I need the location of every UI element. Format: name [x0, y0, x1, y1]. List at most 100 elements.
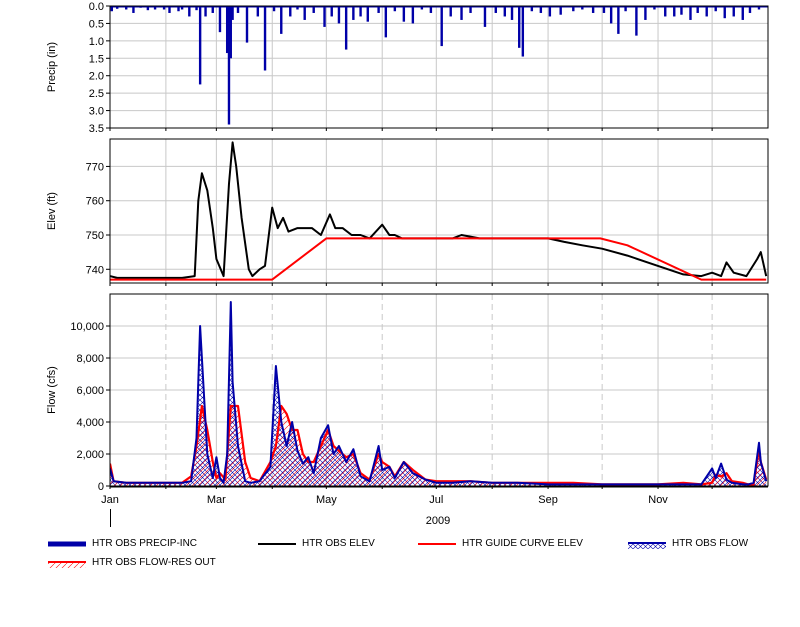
precip-bar — [296, 6, 299, 10]
precip-bar — [280, 6, 283, 34]
precip-bar — [180, 6, 184, 10]
y-tick-label: 1.5 — [89, 53, 104, 65]
precip-bar — [125, 6, 128, 10]
x-tick-label: Mar — [207, 494, 226, 506]
precip-bar — [337, 6, 341, 24]
precip-bar — [393, 6, 397, 12]
precip-bar — [748, 6, 752, 13]
precip-bar — [303, 6, 306, 20]
legend-label: HTR OBS ELEV — [302, 538, 375, 549]
precip-bar — [609, 6, 613, 24]
precip-bar — [344, 6, 348, 50]
precip-bar — [330, 6, 333, 17]
y-tick-label: 0.5 — [89, 18, 104, 30]
precip-bar — [411, 6, 415, 24]
y-tick-label: 4,000 — [76, 417, 104, 429]
precip-bar — [263, 6, 267, 71]
y-tick-label: 760 — [86, 196, 104, 208]
precip-bar — [689, 6, 692, 20]
x-tick-label: May — [316, 494, 337, 506]
precip-bar — [510, 6, 514, 20]
y-tick-label: 3.5 — [89, 123, 104, 135]
precip-bar — [469, 6, 472, 13]
precip-bar — [429, 6, 433, 13]
precip-bar — [198, 6, 202, 85]
plot-frame — [109, 293, 769, 487]
precip-bar — [483, 6, 487, 27]
x-tick-label: Jul — [429, 494, 443, 506]
panel-1: 0.0 0.5 1.0 1.5 2.0 2.5 3.0 3.5 Precip (in) — [46, 1, 769, 135]
precip-bar — [572, 6, 575, 12]
precip-bar — [673, 6, 676, 17]
legend-label: HTR GUIDE CURVE ELEV — [462, 538, 583, 549]
precip-bar — [723, 6, 726, 19]
precip-bar — [245, 6, 249, 43]
precip-bar — [236, 6, 240, 13]
precip-bar — [366, 6, 369, 22]
precip-bar — [635, 6, 638, 36]
precip-bar — [696, 6, 699, 13]
obs-flow-line — [110, 301, 768, 486]
legend-swatch — [48, 541, 86, 546]
precip-bar — [162, 6, 166, 10]
precip-bar — [757, 6, 761, 10]
y-tick-label: 6,000 — [76, 385, 104, 397]
y-axis-label: Elev (ft) — [46, 192, 58, 230]
x-tick-label: Nov — [648, 494, 668, 506]
precip-bar — [225, 6, 229, 54]
precip-bar — [420, 6, 424, 10]
y-tick-label: 740 — [86, 264, 104, 276]
precip-bar — [153, 6, 157, 10]
x-tick-label: Sep — [538, 494, 558, 506]
legend-label: HTR OBS FLOW-RES OUT — [92, 557, 216, 568]
y-tick-label: 8,000 — [76, 353, 104, 365]
precip-bar — [188, 6, 191, 17]
precip-bar — [705, 6, 708, 17]
plot-area — [110, 139, 768, 283]
precip-bar — [503, 6, 506, 17]
precip-bar — [289, 6, 292, 17]
precip-bar — [741, 6, 744, 20]
y-tick-label: 2.0 — [89, 71, 104, 83]
precip-bar — [664, 6, 667, 17]
legend-item: HTR OBS FLOW — [628, 538, 748, 549]
legend-swatch — [258, 542, 296, 545]
legend-label: HTR OBS FLOW — [672, 538, 749, 549]
precip-bar — [539, 6, 543, 13]
precip-bar — [714, 6, 717, 12]
precip-bar — [177, 6, 180, 12]
legend-label: HTR OBS PRECIP-INC — [92, 538, 198, 549]
y-tick-label: 1.0 — [89, 36, 104, 48]
precip-bar — [402, 6, 406, 22]
plot-area — [110, 6, 768, 128]
y-axis-label: Precip (in) — [46, 42, 58, 92]
precip-bar — [110, 6, 114, 12]
panel-3: 0 2,000 4,000 6,000 8,000 10,000 Flow (cfs) — [46, 293, 769, 493]
precip-bar — [195, 6, 198, 11]
precip-bar — [204, 6, 207, 17]
y-tick-label: 0.0 — [89, 1, 104, 13]
guide-curve-line — [110, 237, 767, 281]
precip-bar — [229, 6, 232, 59]
precip-bar — [168, 6, 171, 13]
legend-item: HTR GUIDE CURVE ELEV — [418, 538, 583, 549]
precip-bar — [218, 6, 222, 33]
precip-bar — [460, 6, 463, 20]
precip-bar — [521, 6, 525, 57]
precip-bar — [449, 6, 452, 17]
y-tick-label: 0 — [98, 481, 104, 493]
precip-bar — [494, 6, 497, 13]
legend-swatch — [48, 560, 86, 568]
precip-bar — [530, 6, 534, 12]
y-tick-label: 750 — [86, 230, 104, 242]
precip-bar — [377, 6, 380, 13]
precip-bar — [211, 6, 214, 13]
precip-bar — [591, 6, 595, 13]
precip-bar — [732, 6, 735, 17]
precip-bar — [231, 6, 234, 20]
legend-item: HTR OBS PRECIP-INC — [48, 538, 197, 549]
precip-bar — [440, 6, 443, 47]
y-tick-label: 10,000 — [70, 321, 104, 333]
precip-bar — [312, 6, 315, 13]
